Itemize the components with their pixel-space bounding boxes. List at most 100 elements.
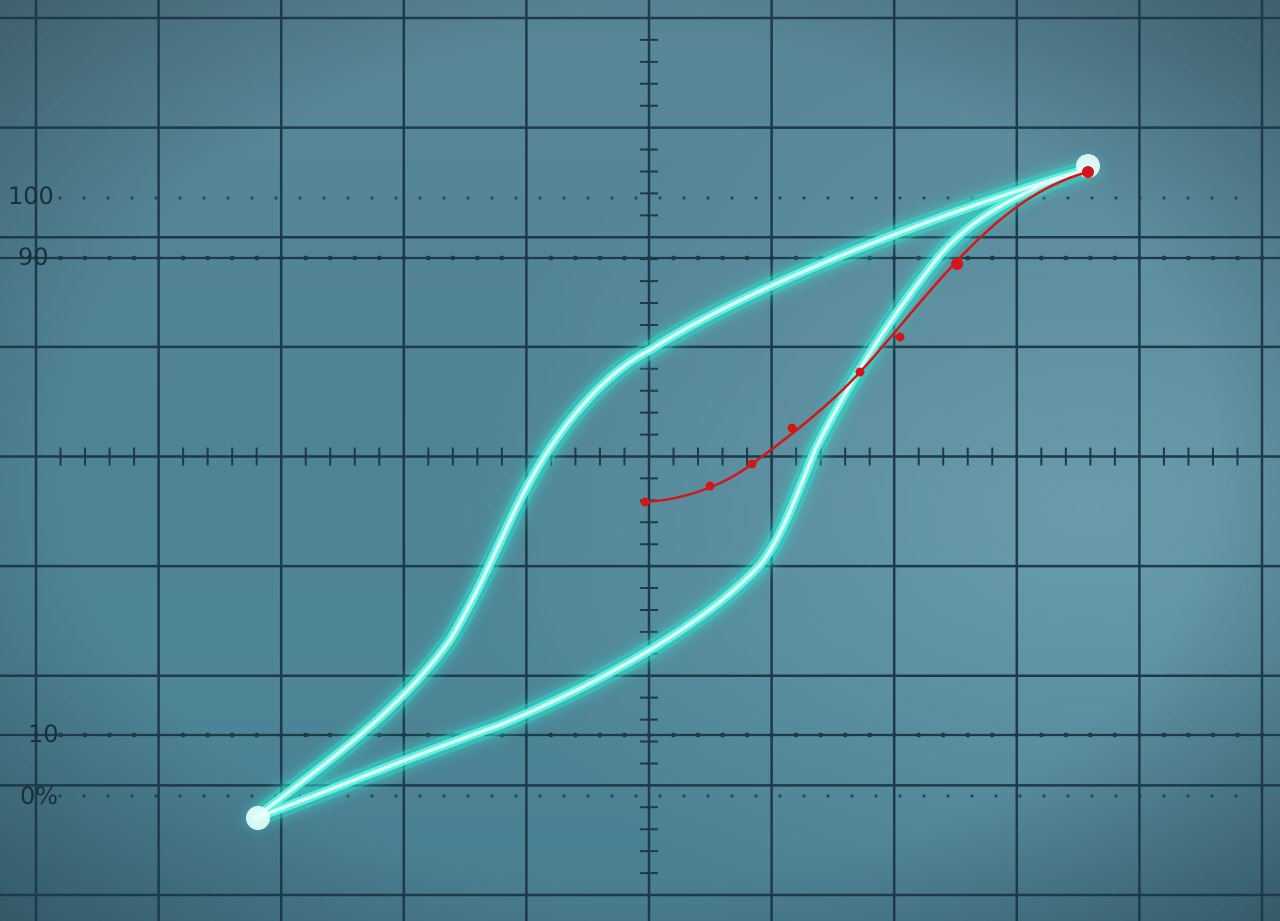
percent-line-tick [940,732,946,738]
percent-line-tick [303,255,309,261]
reference-dot [1042,196,1046,200]
reference-dot [562,794,566,798]
percent-line-tick [156,732,162,738]
reference-dot [898,196,902,200]
percent-line-tick [425,732,431,738]
percent-line-tick [1014,255,1020,261]
reference-dot [730,196,734,200]
percent-line-tick [1186,732,1191,738]
reference-dot [850,196,854,200]
percent-line-tick [1161,255,1167,261]
reference-dot [466,794,470,798]
reference-dot [802,196,806,200]
percent-line-tick [131,255,137,261]
percent-line-tick [597,255,603,261]
percent-line-tick [229,732,235,738]
reference-dot [586,196,590,200]
percent-line-tick [1087,732,1093,738]
reference-dot [298,196,302,200]
percent-line-tick [278,732,284,738]
reference-dot [1186,794,1190,798]
percent-line-tick [744,255,750,261]
percent-line-tick [107,732,112,738]
reference-dot [106,196,110,200]
overlay-point [747,459,757,469]
percent-line-tick [1210,255,1216,261]
percent-line-tick [695,732,701,738]
reference-dot [58,196,62,200]
reference-dot [178,794,182,798]
reference-dot [226,794,230,798]
percent-line-tick [646,255,652,261]
reference-dot [514,794,518,798]
percent-line-tick [524,255,529,261]
reference-dot [442,196,446,200]
reference-dot [826,794,830,798]
percent-line-tick [82,255,88,261]
percent-line-tick [107,255,112,261]
percent-line-tick [916,255,922,261]
reference-dot [490,794,494,798]
percent-line-tick [1112,732,1118,738]
percent-line-tick [965,255,971,261]
reference-dot [394,794,398,798]
percent-line-tick [1137,255,1142,261]
reference-dot [874,794,878,798]
percent-line-tick [401,255,407,261]
percent-line-tick [989,255,995,261]
reference-dot [850,794,854,798]
reference-dot [490,196,494,200]
reference-dot [394,196,398,200]
percent-line-tick [622,255,627,261]
percent-line-tick [33,732,39,738]
reference-dot [466,196,470,200]
reference-dot [130,196,134,200]
percent-line-tick [695,255,701,261]
reference-dot [346,794,350,798]
percent-line-tick [842,732,848,738]
reference-dot [1090,794,1094,798]
label-100: 100 [8,182,54,210]
percent-line-tick [1186,255,1191,261]
percent-line-tick [989,732,995,738]
percent-line-tick [646,732,652,738]
percent-line-tick [867,732,873,738]
reference-dot [658,794,662,798]
overlay-point [855,367,865,377]
reference-dot [682,196,686,200]
percent-line-tick [1038,732,1044,738]
reference-dot [682,794,686,798]
percent-line-tick [793,732,799,738]
reference-dot [154,196,158,200]
reference-dot [1114,196,1118,200]
reference-dot [634,794,638,798]
percent-line-tick [33,255,39,261]
percent-line-tick [229,255,235,261]
reference-dot [1210,794,1214,798]
reference-dot [370,196,374,200]
reference-dot [610,794,614,798]
percent-line-tick [769,255,774,261]
reference-dot [1138,196,1142,200]
percent-line-tick [1014,732,1020,738]
reference-dot [442,794,446,798]
reference-dot [778,196,782,200]
reference-dot [538,794,542,798]
reference-dot [538,196,542,200]
percent-line-tick [671,255,676,261]
reference-dot [1234,794,1238,798]
percent-line-tick [401,732,407,738]
reference-dot [898,794,902,798]
percent-line-tick [1137,732,1142,738]
reference-dot [514,196,518,200]
percent-line-tick [450,255,456,261]
reference-dot [1042,794,1046,798]
percent-line-tick [720,732,725,738]
reference-dot [370,794,374,798]
percent-line-tick [180,255,186,261]
percent-line-tick [156,255,162,261]
percent-line-tick [965,732,971,738]
reference-dot [1162,794,1166,798]
percent-line-tick [278,255,284,261]
